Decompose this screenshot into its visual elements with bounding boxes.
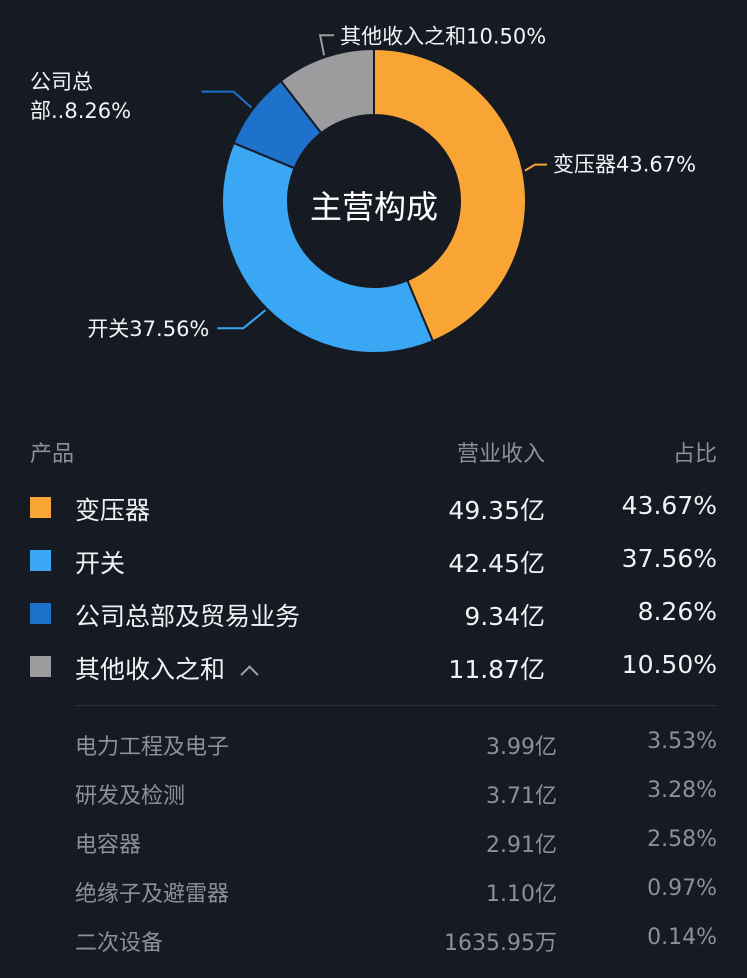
sub-row: 研发及检测 3.71亿 3.28%: [0, 772, 747, 821]
slice-label-1: 开关37.56%: [87, 317, 209, 341]
subrow-ratio: 0.97%: [647, 876, 717, 901]
sub-row: 电容器 2.91亿 2.58%: [0, 821, 747, 870]
composition-table: 产品 营业收入 占比 变压器 49.35亿 43.67% 开关 42.45亿 3…: [0, 430, 747, 956]
slice-label-0: 变压器43.67%: [553, 153, 696, 177]
sub-row: 绝缘子及避雷器 1.10亿 0.97%: [0, 870, 747, 919]
legend-swatch: [30, 656, 51, 677]
subrow-name: 二次设备: [75, 931, 164, 956]
subrow-name: 研发及检测: [75, 784, 186, 809]
slice-label-3: 其他收入之和10.50%: [340, 24, 546, 48]
row-revenue: 11.87亿: [448, 655, 545, 684]
leader-line-2: [201, 90, 253, 109]
sub-row: 二次设备 1635.95万 0.14%: [0, 919, 747, 968]
subrow-revenue: 2.91亿: [486, 833, 557, 858]
row-revenue: 42.45亿: [448, 549, 545, 578]
table-header: 产品 营业收入 占比: [0, 430, 747, 474]
row-name: 其他收入之和: [75, 655, 226, 684]
row-ratio: 10.50%: [621, 650, 717, 679]
table-row: 公司总部及贸易业务 9.34亿 8.26%: [0, 590, 747, 643]
slice-1: [221, 141, 435, 354]
main-rows: 变压器 49.35亿 43.67% 开关 42.45亿 37.56% 公司总部及…: [0, 484, 747, 696]
chevron-up-icon[interactable]: [240, 665, 259, 684]
donut-chart: 变压器43.67% 开关37.56% 公司总部..8.26% 其他收入之和10.50%…: [30, 24, 696, 354]
donut-slices: [221, 47, 527, 354]
subrow-name: 电力工程及电子: [75, 735, 230, 760]
subrow-revenue: 1635.95万: [444, 931, 557, 956]
row-ratio: 43.67%: [621, 491, 717, 520]
row-name-wrapper[interactable]: 其他收入之和: [75, 650, 259, 686]
slice-label-2-line2: 部..8.26%: [30, 99, 131, 123]
row-revenue: 9.34亿: [464, 602, 545, 631]
legend-swatch: [30, 550, 51, 571]
row-name: 变压器: [75, 496, 151, 525]
subrow-name: 绝缘子及避雷器: [75, 882, 230, 907]
slice-labels: 变压器43.67% 开关37.56% 公司总部..8.26% 其他收入之和10.50%: [30, 24, 696, 341]
table-row: 变压器 49.35亿 43.67%: [0, 484, 747, 537]
subrow-name: 电容器: [75, 833, 142, 858]
row-name: 开关: [75, 549, 126, 578]
header-product: 产品: [30, 442, 75, 467]
row-ratio: 8.26%: [637, 597, 717, 626]
header-revenue: 营业收入: [456, 442, 545, 467]
sub-rows: 电力工程及电子 3.99亿 3.53% 研发及检测 3.71亿 3.28% 电容…: [0, 723, 747, 968]
table-row: 开关 42.45亿 37.56%: [0, 537, 747, 590]
header-ratio: 占比: [672, 442, 717, 467]
subrow-revenue: 3.71亿: [486, 784, 557, 809]
slice-0: [373, 47, 527, 343]
divider: [75, 705, 717, 706]
chart-center-title: 主营构成: [310, 188, 438, 226]
table-row-expandable[interactable]: 其他收入之和 11.87亿 10.50%: [0, 643, 747, 696]
row-name: 公司总部及贸易业务: [75, 602, 301, 631]
leader-line-0: [524, 163, 547, 172]
subrow-revenue: 1.10亿: [486, 882, 557, 907]
subrow-ratio: 3.28%: [647, 778, 717, 803]
row-revenue: 49.35亿: [448, 496, 545, 525]
subrow-ratio: 3.53%: [647, 729, 717, 754]
subrow-ratio: 2.58%: [647, 827, 717, 852]
leader-line-3: [318, 34, 335, 56]
subrow-revenue: 3.99亿: [486, 735, 557, 760]
slice-3: [279, 47, 375, 135]
slice-label-2-line1: 公司总: [30, 70, 93, 94]
sub-row: 电力工程及电子 3.99亿 3.53%: [0, 723, 747, 772]
subrow-ratio: 0.14%: [647, 925, 717, 950]
legend-swatch: [30, 497, 51, 518]
leader-line-1: [217, 309, 267, 330]
row-ratio: 37.56%: [621, 544, 717, 573]
legend-swatch: [30, 603, 51, 624]
